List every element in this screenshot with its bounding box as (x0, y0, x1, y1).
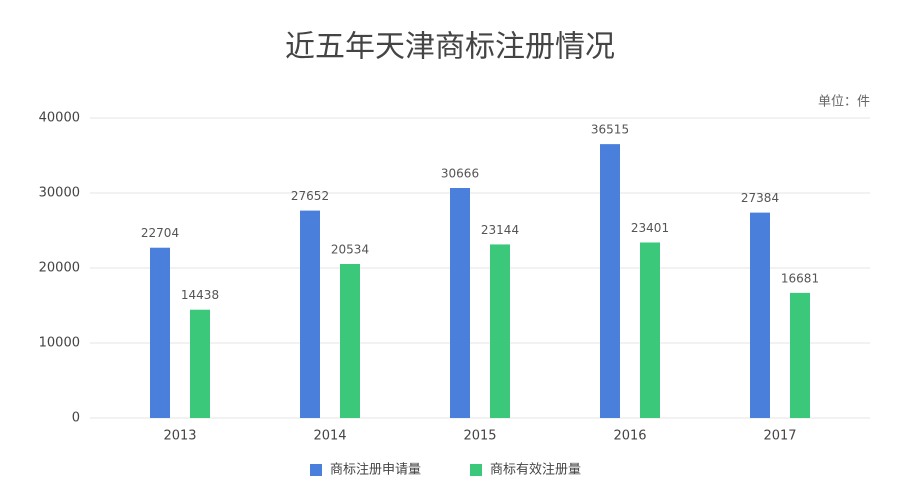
value-label: 27384 (741, 191, 779, 205)
value-label: 30666 (441, 167, 479, 181)
value-label: 27652 (291, 189, 329, 203)
bar (490, 244, 510, 418)
bar (750, 212, 770, 418)
x-tick-label: 2013 (163, 429, 196, 444)
x-tick-label: 2014 (313, 429, 346, 444)
bar (190, 309, 210, 418)
legend-swatch (310, 464, 322, 476)
value-label: 16681 (781, 271, 819, 285)
legend-label: 商标注册申请量 (330, 463, 421, 478)
value-label: 23144 (481, 223, 519, 237)
value-label: 20534 (331, 242, 369, 256)
value-label: 14438 (181, 288, 219, 302)
y-tick-label: 40000 (39, 111, 80, 126)
bar (450, 188, 470, 418)
y-tick-label: 20000 (39, 261, 80, 276)
x-tick-label: 2016 (613, 429, 646, 444)
legend-label: 商标有效注册量 (490, 463, 581, 478)
legend-swatch (470, 464, 482, 476)
x-tick-label: 2015 (463, 429, 496, 444)
y-tick-label: 0 (72, 411, 80, 426)
unit-label: 单位：件 (818, 95, 870, 110)
bar (640, 242, 660, 418)
y-tick-label: 10000 (39, 336, 80, 351)
bar (790, 292, 810, 418)
y-tick-label: 30000 (39, 186, 80, 201)
value-label: 22704 (141, 226, 179, 240)
chart-title: 近五年天津商标注册情况 (285, 30, 615, 65)
bar (340, 263, 360, 418)
x-tick-label: 2017 (763, 429, 796, 444)
bar (600, 144, 620, 418)
bar (150, 247, 170, 418)
value-label: 23401 (631, 221, 669, 235)
value-label: 36515 (591, 123, 629, 137)
bar (300, 210, 320, 418)
